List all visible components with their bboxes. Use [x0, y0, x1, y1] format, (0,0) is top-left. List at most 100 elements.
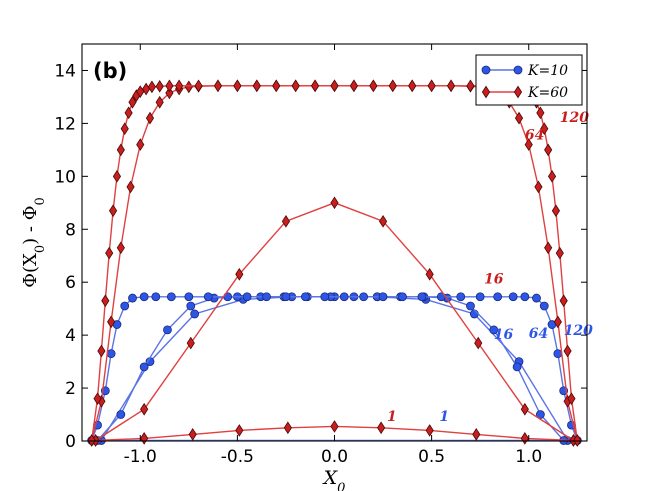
data-point: [493, 292, 503, 302]
x-tick-label: -0.5: [221, 447, 254, 467]
data-point: [128, 293, 137, 303]
data-point: [466, 79, 475, 93]
panel-label: (b): [93, 59, 127, 83]
data-point: [139, 292, 149, 302]
data-point: [109, 204, 118, 218]
y-tick-label: 0: [65, 432, 76, 452]
data-point: [175, 79, 184, 93]
data-point: [524, 138, 533, 151]
legend: K=10 K=60: [475, 54, 583, 106]
y-tick-label: 2: [65, 379, 76, 399]
annotation-red-64: 64: [525, 127, 544, 143]
legend-marker: [513, 85, 523, 99]
data-point: [378, 292, 388, 302]
data-point: [163, 325, 172, 335]
data-point: [474, 336, 483, 350]
data-point: [320, 292, 330, 302]
legend-marker: [513, 65, 523, 75]
x-tick-label: 0.0: [321, 447, 348, 467]
data-point: [213, 79, 223, 93]
data-point: [520, 402, 529, 416]
annotations: 1 1 16 16 64 120 64 120: [387, 110, 593, 425]
annotation-blue-64: 64: [529, 326, 548, 342]
data-point: [233, 79, 242, 93]
data-point: [339, 292, 349, 302]
data-point: [281, 292, 291, 302]
data-point: [427, 79, 436, 93]
data-point: [242, 292, 252, 302]
data-point: [408, 79, 417, 93]
data-point: [534, 180, 543, 194]
data-point: [93, 392, 102, 405]
data-point: [539, 301, 549, 311]
data-point: [377, 421, 386, 435]
y-tick-label: 6: [65, 273, 76, 293]
data-point: [155, 95, 164, 109]
data-point: [165, 79, 174, 93]
legend-marker: [481, 85, 491, 99]
data-point: [398, 292, 407, 302]
data-point: [184, 80, 193, 94]
y-tick-label: 4: [65, 326, 76, 346]
annotation-blue-120: 120: [564, 323, 593, 339]
data-point: [190, 309, 200, 319]
data-point: [186, 336, 195, 350]
data-point: [417, 292, 427, 302]
data-point: [555, 246, 564, 260]
data-point: [186, 301, 196, 311]
data-point: [469, 309, 479, 319]
data-point: [116, 410, 126, 419]
data-point: [553, 315, 562, 329]
data-point: [101, 294, 110, 308]
data-point: [116, 241, 125, 255]
y-axis-label: Φ(X0) - Φ0: [20, 197, 48, 287]
data-point: [544, 241, 553, 255]
data-point: [330, 79, 339, 93]
data-point: [514, 111, 524, 125]
data-point: [466, 301, 475, 311]
data-point: [136, 138, 145, 151]
data-point: [147, 80, 156, 94]
data-point: [166, 292, 176, 302]
data-point: [456, 292, 466, 302]
data-point: [184, 292, 194, 302]
data-point: [475, 292, 485, 302]
data-point: [311, 79, 320, 93]
legend-box: [475, 54, 583, 106]
data-point: [107, 315, 116, 329]
data-point: [105, 246, 114, 260]
data-point: [155, 80, 164, 93]
x-tick-label: -1.0: [124, 447, 157, 467]
data-point: [540, 122, 549, 136]
x-axis-label: X0: [322, 467, 346, 491]
data-point: [124, 106, 133, 120]
data-point: [330, 420, 339, 433]
data-point: [553, 349, 563, 359]
data-point: [116, 143, 125, 157]
data-point: [489, 325, 499, 335]
y-tick-label: 14: [54, 61, 76, 81]
data-point: [359, 292, 369, 302]
data-point: [291, 79, 300, 93]
data-point: [235, 424, 244, 437]
legend-label: K=60: [527, 85, 568, 101]
y-tick-label: 10: [54, 167, 76, 187]
x-tick-label: 1.0: [515, 447, 542, 467]
data-point: [188, 428, 197, 441]
data-point: [388, 79, 397, 93]
annotation-red-16: 16: [484, 272, 504, 288]
data-point: [563, 344, 572, 358]
data-point: [300, 292, 310, 302]
data-point: [472, 428, 481, 441]
data-point: [106, 349, 116, 359]
data-point: [425, 267, 434, 281]
data-point: [532, 293, 541, 303]
data-point: [369, 79, 378, 93]
data-point: [559, 294, 568, 308]
data-point: [194, 79, 203, 93]
data-point: [349, 79, 358, 93]
legend-marker: [481, 65, 491, 75]
data-point: [544, 143, 553, 157]
data-point: [508, 292, 518, 302]
data-point: [165, 86, 174, 100]
